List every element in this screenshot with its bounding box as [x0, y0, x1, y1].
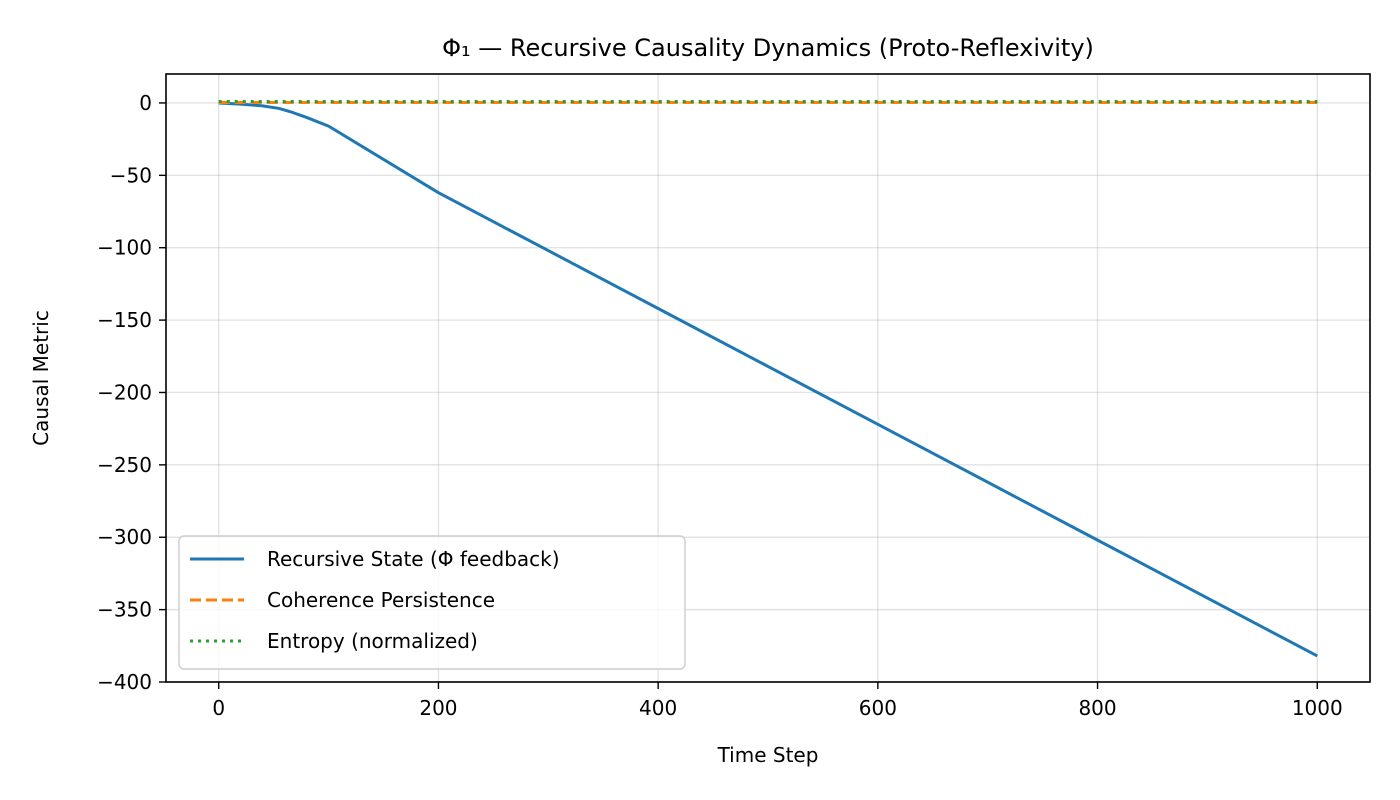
y-tick-label: −400 — [97, 670, 152, 694]
legend-box — [178, 535, 686, 670]
y-tick-label: −50 — [110, 163, 152, 187]
y-tick-label: −100 — [97, 236, 152, 260]
y-tick-label: −200 — [97, 380, 152, 404]
plot-frame — [165, 73, 1371, 683]
series-layer — [218, 100, 1318, 658]
x-tick-label: 0 — [212, 696, 225, 720]
y-tick-label: −300 — [97, 525, 152, 549]
legend-label: Entropy (normalized) — [267, 629, 478, 653]
x-tick-label: 800 — [1078, 696, 1116, 720]
chart-title: Φ₁ — Recursive Causality Dynamics (Proto… — [442, 34, 1094, 62]
y-tick-label: −350 — [97, 598, 152, 622]
series-line-1 — [218, 101, 1318, 658]
x-tick-label: 1000 — [1292, 696, 1343, 720]
y-tick-label: −150 — [97, 308, 152, 332]
y-tick-label: 0 — [139, 91, 152, 115]
y-tick-label: −250 — [97, 453, 152, 477]
axis-ticks: 0 200 400 600 800 1000 0 −50 −100 −150 −200 −250 −30… — [97, 91, 1343, 720]
legend-label: Coherence Persistence — [267, 588, 495, 612]
grid — [166, 74, 1370, 683]
x-tick-label: 200 — [419, 696, 457, 720]
legend: Recursive State (Φ feedback) Coherence Pe… — [178, 535, 686, 670]
legend-label: Recursive State (Φ feedback) — [267, 547, 560, 571]
x-tick-label: 600 — [859, 696, 897, 720]
x-axis-title: Time Step — [717, 743, 819, 767]
x-tick-label: 400 — [639, 696, 677, 720]
y-axis-title: Causal Metric — [29, 310, 53, 446]
